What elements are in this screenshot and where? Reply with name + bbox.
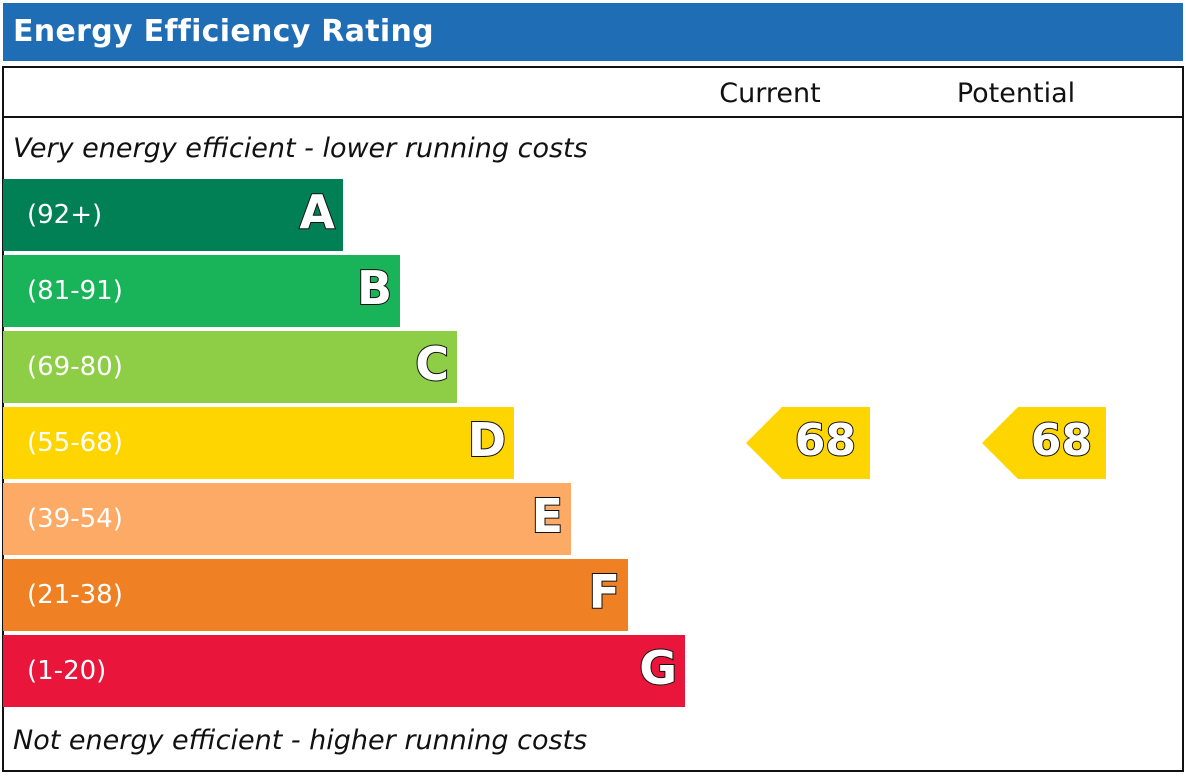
band-g: (1-20) G — [3, 635, 685, 707]
band-b: (81-91) B — [3, 255, 400, 327]
title-bar: Energy Efficiency Rating — [3, 3, 1183, 61]
potential-column-header: Potential — [956, 78, 1076, 109]
current-rating-value: 68 — [794, 414, 857, 467]
band-c: (69-80) C — [3, 331, 457, 403]
band-range-label: (81-91) — [27, 276, 123, 306]
band-range-label: (69-80) — [27, 352, 123, 382]
band-d: (55-68) D — [3, 407, 514, 479]
band-letter: A — [298, 184, 336, 240]
inefficient-note: Not energy efficient - higher running co… — [13, 725, 588, 756]
potential-arrow-shape — [982, 407, 1106, 479]
band-f: (21-38) F — [3, 559, 628, 631]
band-letter: F — [588, 564, 621, 620]
band-range-label: (92+) — [27, 200, 103, 230]
current-column-header: Current — [719, 78, 821, 109]
band-a: (92+) A — [3, 179, 343, 251]
band-e: (39-54) E — [3, 483, 571, 555]
band-range-label: (1-20) — [27, 656, 107, 686]
efficient-note: Very energy efficient - lower running co… — [13, 133, 588, 164]
band-letter: E — [531, 488, 564, 544]
potential-rating-value: 68 — [1030, 414, 1093, 467]
current-rating-arrow: 68 — [746, 407, 870, 479]
band-range-label: (39-54) — [27, 504, 123, 534]
chart-title: Energy Efficiency Rating — [13, 14, 434, 49]
band-letter: G — [638, 640, 678, 696]
potential-rating-arrow: 68 — [982, 407, 1106, 479]
header-divider — [2, 116, 1184, 118]
band-letter: B — [356, 260, 393, 316]
band-letter: C — [414, 336, 450, 392]
band-letter: D — [467, 412, 507, 468]
band-range-label: (55-68) — [27, 428, 123, 458]
current-arrow-shape — [746, 407, 870, 479]
band-range-label: (21-38) — [27, 580, 123, 610]
